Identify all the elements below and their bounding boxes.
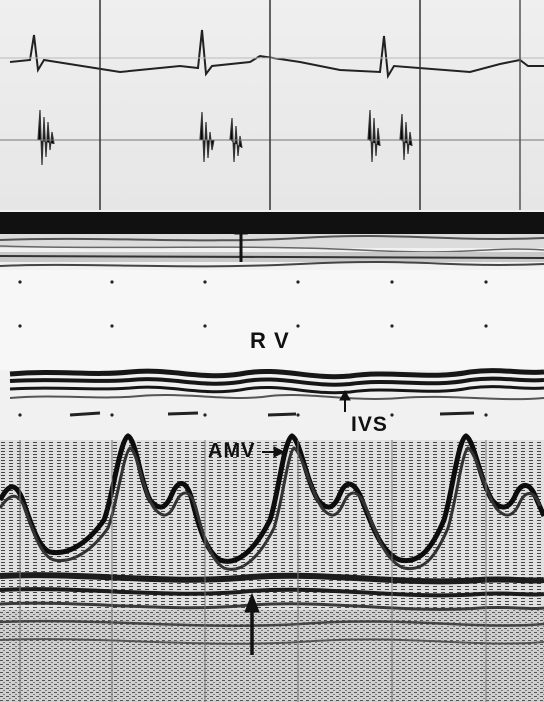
phonocardiogram-bursts bbox=[37, 109, 413, 166]
ecg-phonocardiogram-panel bbox=[0, 0, 544, 210]
posterior-wall-echo bbox=[0, 572, 544, 645]
anterior-mitral-valve-echo bbox=[0, 433, 544, 571]
chest-wall-band bbox=[0, 212, 544, 234]
top-arrow bbox=[234, 218, 248, 262]
vertical-sound-lines bbox=[19, 440, 487, 702]
interventricular-septum-echo bbox=[9, 368, 544, 401]
ecg-trace bbox=[9, 29, 544, 80]
ivs-label: IVS bbox=[351, 413, 388, 436]
bottom-arrow bbox=[244, 592, 260, 655]
ivs-arrow bbox=[339, 389, 351, 412]
rv-label: R V bbox=[250, 328, 290, 353]
amv-label: AMV bbox=[208, 440, 256, 462]
amv-arrow bbox=[262, 446, 286, 458]
